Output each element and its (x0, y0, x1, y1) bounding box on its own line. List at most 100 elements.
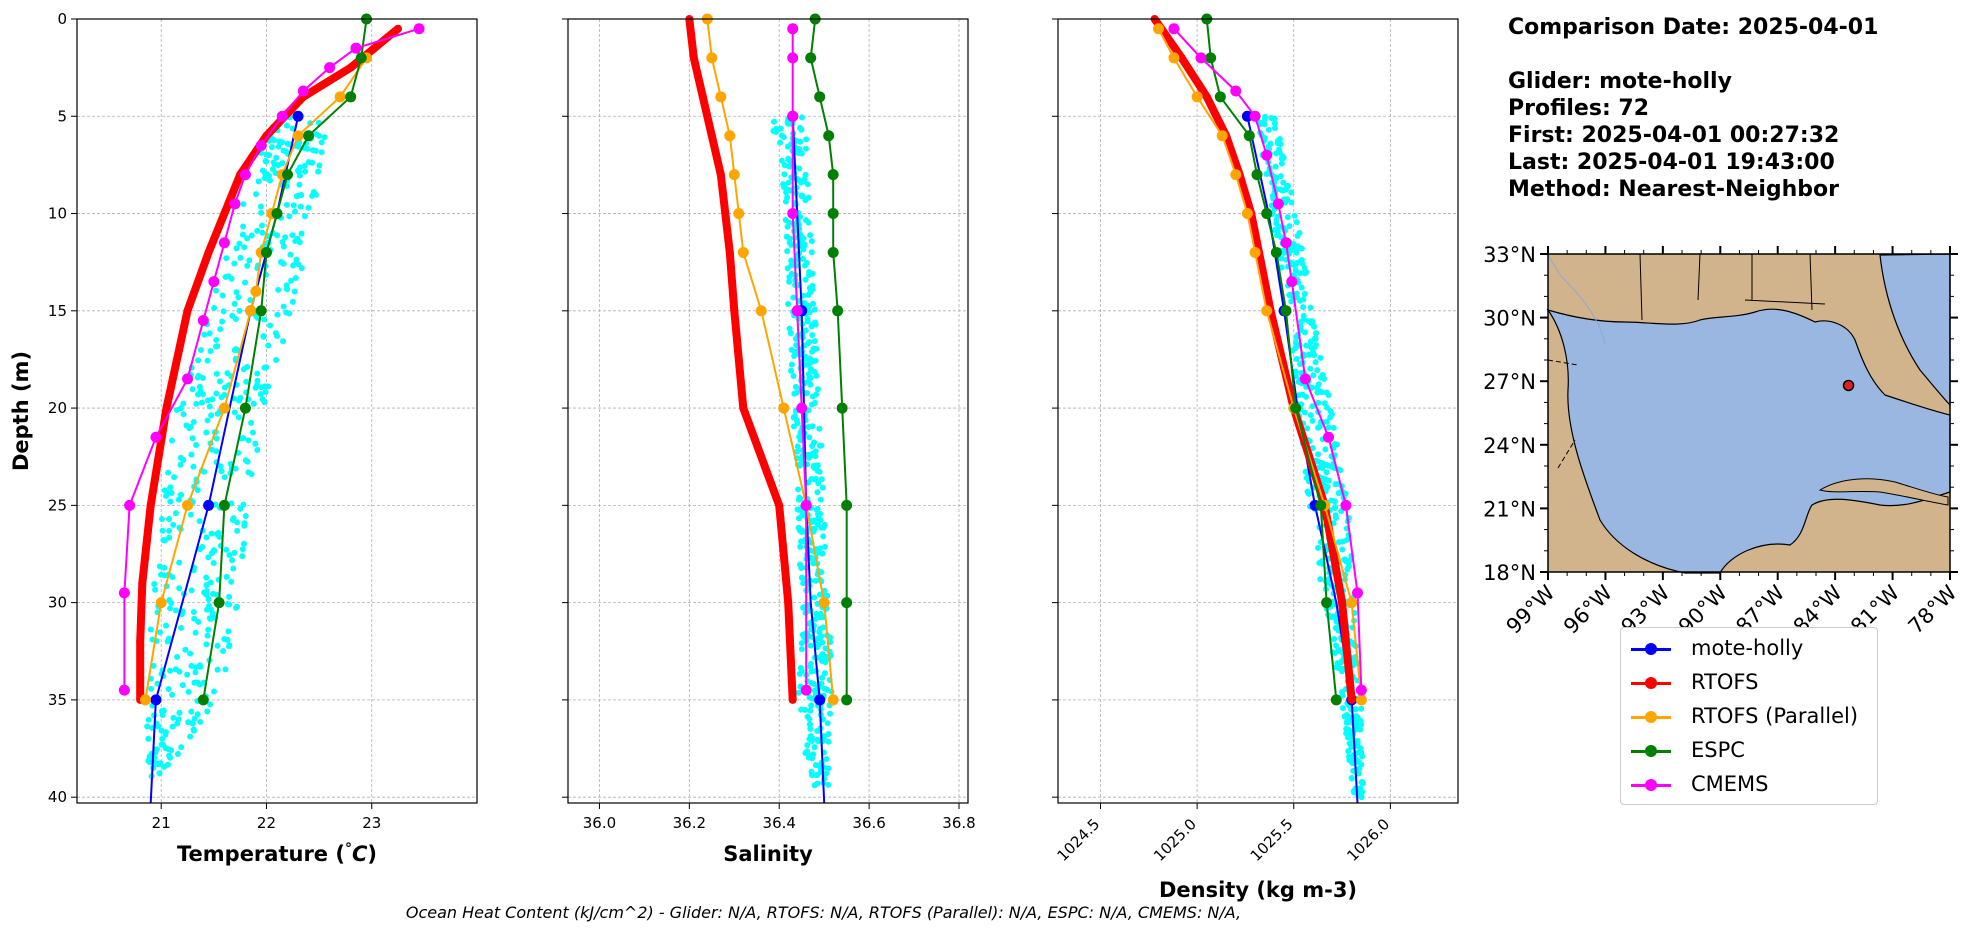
comparison-date: Comparison Date: 2025-04-01 (1508, 15, 1879, 40)
glider-scatter-point (188, 587, 195, 594)
glider-scatter-point (1338, 659, 1345, 666)
data-point (1241, 208, 1253, 220)
data-point (787, 208, 799, 220)
glider-scatter-point (232, 316, 239, 323)
glider-scatter-point (185, 719, 192, 726)
glider-scatter-point (214, 666, 221, 673)
data-point (292, 110, 304, 122)
glider-scatter-point (807, 642, 814, 649)
glider-scatter-point (196, 681, 203, 688)
glider-scatter-point (162, 731, 169, 738)
glider-scatter-point (784, 265, 791, 272)
glider-scatter-point (794, 506, 801, 513)
glider-scatter-point (195, 372, 202, 379)
glider-scatter-point (809, 358, 816, 365)
legend-marker (1645, 745, 1657, 757)
glider-scatter-point (812, 615, 819, 622)
glider-scatter-point (219, 318, 226, 325)
glider-scatter-point (810, 345, 817, 352)
data-point (814, 694, 826, 706)
glider-scatter-point (287, 251, 294, 258)
glider-scatter-point (805, 378, 812, 385)
data-point (841, 499, 853, 511)
y-tick-label: 35 (48, 691, 67, 709)
data-point (1168, 52, 1180, 64)
glider-scatter-point (1351, 659, 1358, 666)
glider-scatter-point (190, 609, 197, 616)
data-point (229, 198, 241, 210)
glider-scatter-point (316, 162, 323, 169)
glider-scatter-point (165, 761, 172, 768)
glider-scatter-point (195, 357, 202, 364)
x-tick-label: 23 (362, 814, 381, 832)
glider-scatter-point (1288, 199, 1295, 206)
glider-scatter-point (788, 367, 795, 374)
glider-scatter-point (824, 720, 831, 727)
series-line-espc (1205, 18, 1338, 700)
legend-label: CMEMS (1691, 772, 1769, 796)
legend-marker (1645, 643, 1657, 655)
glider-scatter-point (178, 744, 185, 751)
glider-scatter-point (222, 666, 229, 673)
data-point (1152, 23, 1164, 35)
glider-scatter-point (199, 543, 206, 550)
glider-scatter-point (310, 190, 317, 197)
glider-scatter-point (193, 442, 200, 449)
glider-scatter-point (206, 330, 213, 337)
glider-scatter-point (1321, 400, 1328, 407)
data-point (218, 402, 230, 414)
glider-scatter-point (148, 685, 155, 692)
glider-scatter-point (1291, 212, 1298, 219)
data-point (1230, 169, 1242, 181)
glider-scatter-point (240, 201, 247, 208)
glider-scatter-point (825, 781, 832, 788)
glider-scatter-point (203, 641, 210, 648)
glider-scatter-point (280, 260, 287, 267)
data-point (262, 131, 271, 140)
glider-scatter-point (163, 622, 170, 629)
map-lon-label: 78°W (1904, 580, 1962, 638)
glider-scatter-point (231, 300, 238, 307)
glider-scatter-point (773, 125, 780, 132)
glider-scatter-point (270, 159, 277, 166)
glider-scatter-point (1299, 260, 1306, 267)
glider-scatter-point (274, 311, 281, 318)
glider-scatter-point (790, 294, 797, 301)
data-point (218, 499, 230, 511)
data-point (1346, 597, 1358, 609)
glider-scatter-point (318, 149, 325, 156)
glider-scatter-point (1315, 424, 1322, 431)
glider-scatter-point (815, 480, 822, 487)
glider-scatter-point (254, 377, 261, 384)
glider-scatter-point (1261, 134, 1268, 141)
glider-scatter-point (219, 292, 226, 299)
data-point (1216, 130, 1228, 142)
glider-scatter-point (803, 217, 810, 224)
glider-scatter-point (210, 688, 217, 695)
data-point (832, 305, 844, 317)
glider-scatter-point (207, 348, 214, 355)
glider-scatter-point (170, 714, 177, 721)
glider-scatter-point (156, 563, 163, 570)
glider-scatter-point (146, 753, 153, 760)
glider-scatter-point (192, 669, 199, 676)
glider-scatter-point (167, 498, 174, 505)
data-point (724, 130, 736, 142)
glider-scatter-point (1331, 635, 1338, 642)
glider-scatter-point (817, 625, 824, 632)
glider-scatter-point (194, 487, 201, 494)
glider-scatter-point (284, 286, 291, 293)
glider-scatter-point (243, 378, 250, 385)
glider-scatter-point (1272, 175, 1279, 182)
glider-scatter-point (812, 448, 819, 455)
glider-scatter-point (1339, 538, 1346, 545)
glider-scatter-point (797, 543, 804, 550)
glider-scatter-point (206, 615, 213, 622)
glider-scatter-point (253, 191, 260, 198)
x-tick-label: 36.0 (583, 814, 616, 832)
glider-scatter-point (318, 139, 325, 146)
data-point (282, 169, 294, 181)
glider-scatter-point (1339, 689, 1346, 696)
glider-scatter-point (176, 709, 183, 716)
glider-scatter-point (1358, 761, 1365, 768)
